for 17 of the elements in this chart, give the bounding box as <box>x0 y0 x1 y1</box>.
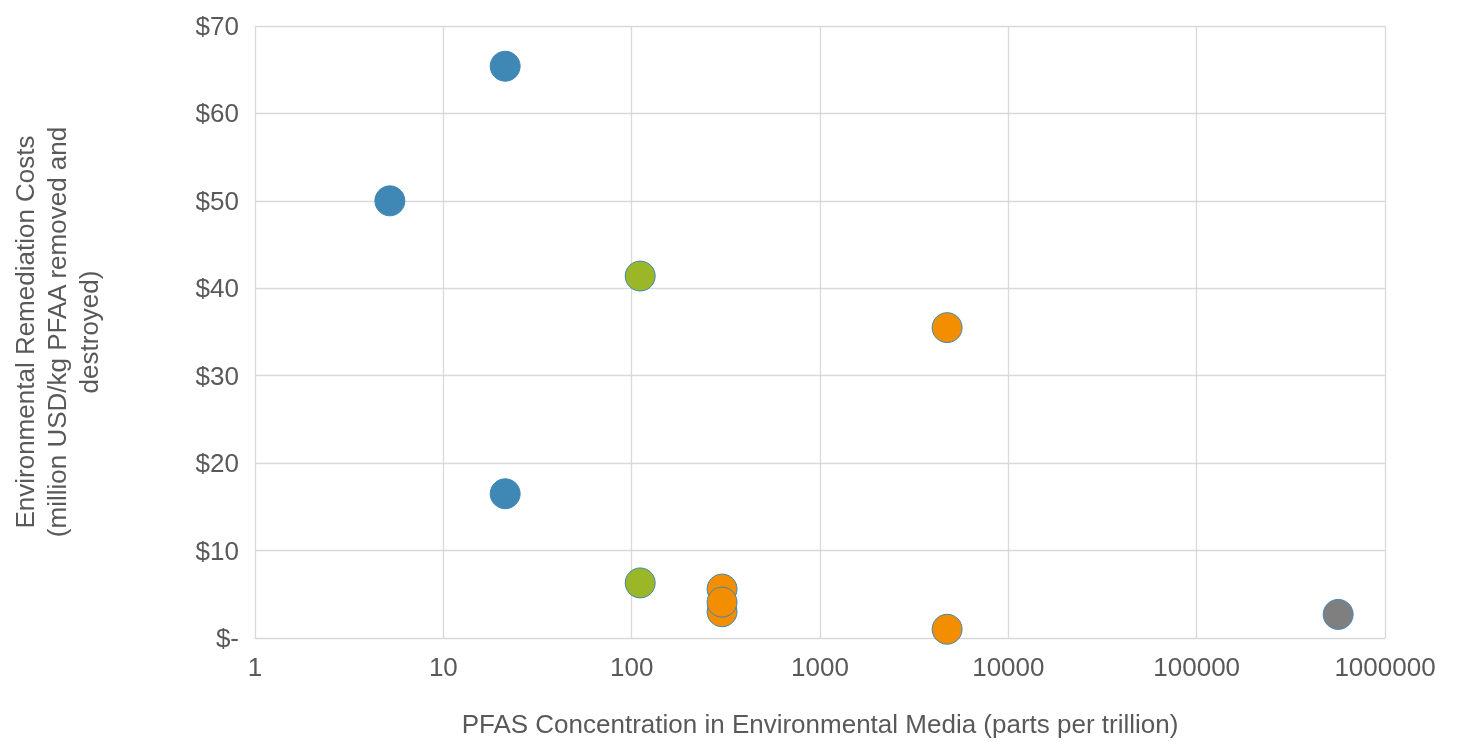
y-tick-label: $40 <box>195 273 239 304</box>
y-tick-label: $10 <box>195 535 239 566</box>
x-tick-label: 10000 <box>972 652 1045 682</box>
x-tick-label: 1000000 <box>1334 652 1436 682</box>
y-tick-label: $20 <box>195 448 239 479</box>
y-axis-title: Environmental Remediation Costs (million USD/kg PFAA removed and destroyed) <box>10 126 104 538</box>
y-tick-label: $- <box>215 623 239 653</box>
x-axis-title: PFAS Concentration in Environmental Media (parts per trillion) <box>461 709 1179 739</box>
x-tick-label: 1 <box>247 652 263 682</box>
x-tick-label: 1000 <box>791 652 849 682</box>
x-tick-label: 100 <box>609 652 654 682</box>
y-tick-label: $70 <box>195 11 239 41</box>
y-tick-label: $60 <box>195 98 239 129</box>
y-tick-label: $30 <box>195 360 239 391</box>
y-tick-label: $50 <box>195 185 239 216</box>
x-tick-label: 10 <box>428 652 458 682</box>
x-tick-label: 100000 <box>1153 652 1241 682</box>
